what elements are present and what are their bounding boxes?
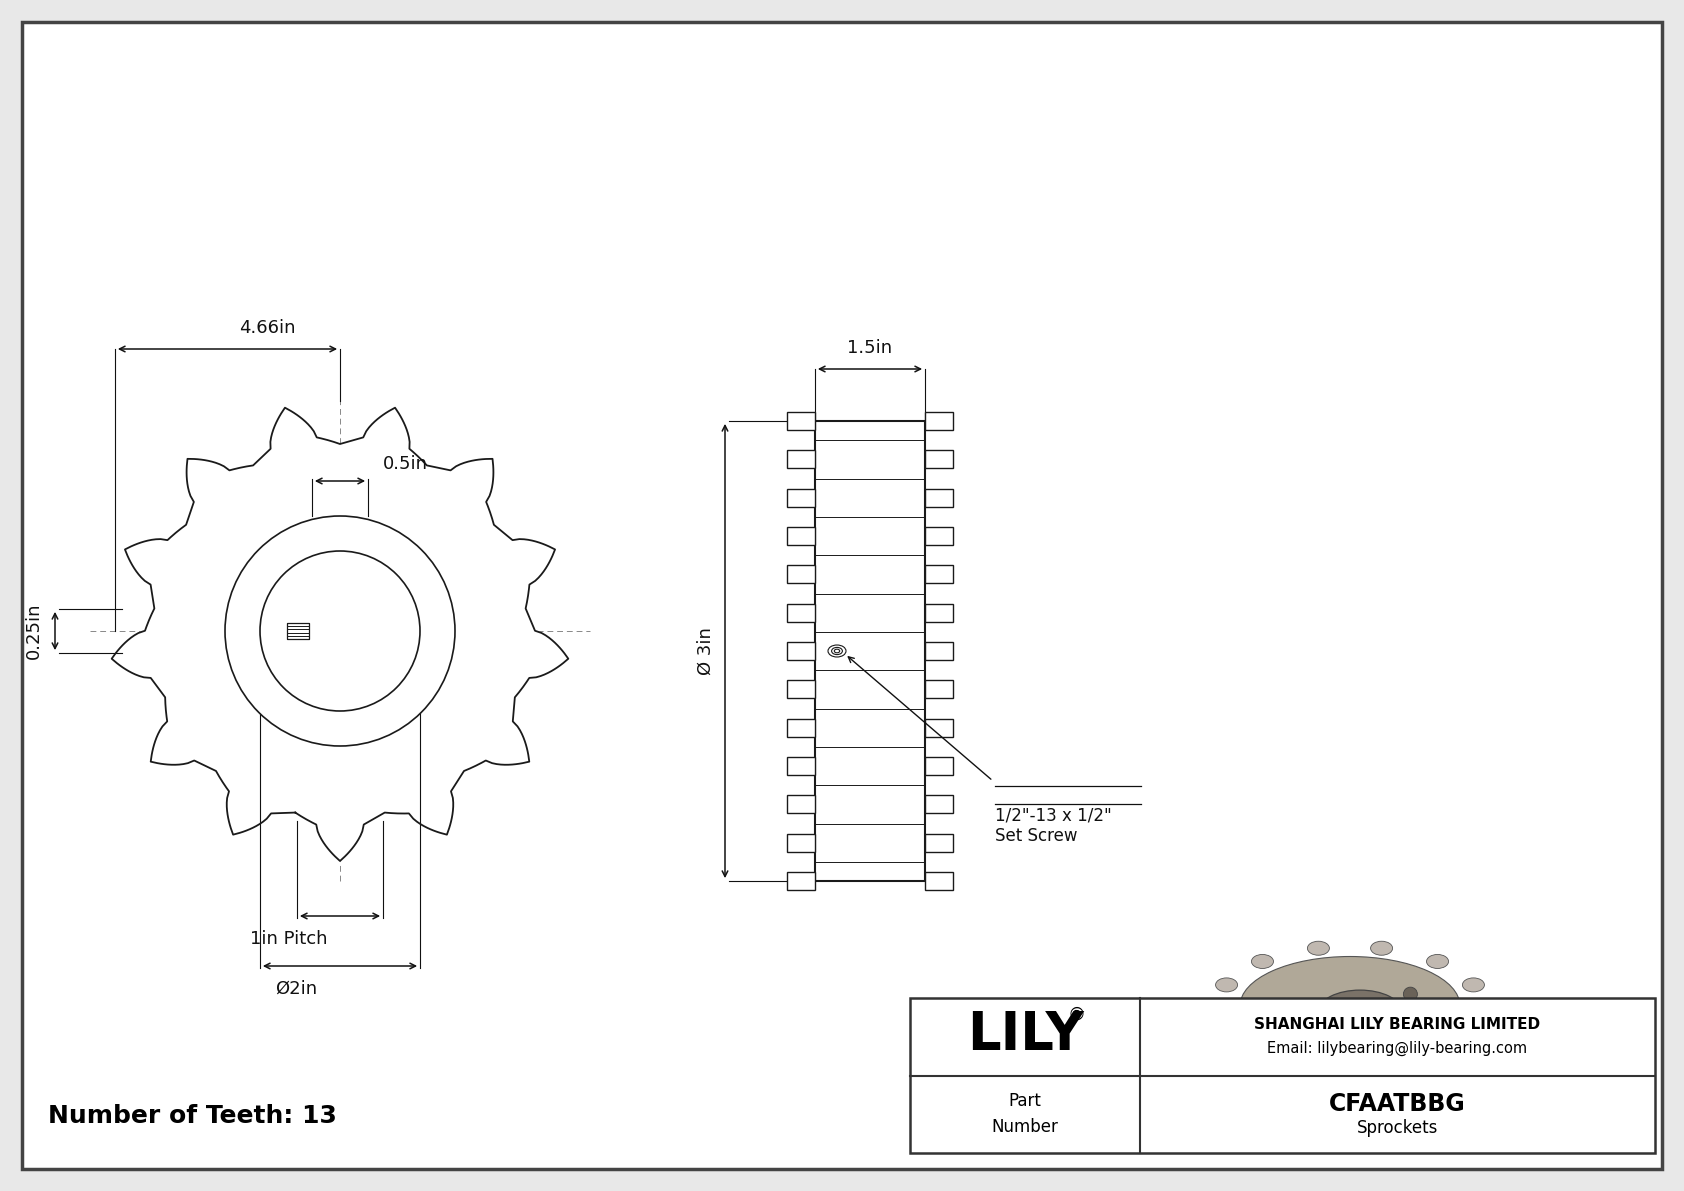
Bar <box>925 796 953 813</box>
Circle shape <box>226 516 455 746</box>
Bar <box>815 420 925 881</box>
Ellipse shape <box>1239 990 1460 1089</box>
Text: 0.5in: 0.5in <box>382 455 428 473</box>
Bar <box>925 642 953 660</box>
Ellipse shape <box>1239 996 1460 1095</box>
Bar <box>786 642 815 660</box>
Text: 0.25in: 0.25in <box>25 603 44 660</box>
Ellipse shape <box>1216 978 1238 992</box>
Bar <box>786 604 815 622</box>
Ellipse shape <box>1278 1052 1300 1066</box>
Text: Part
Number: Part Number <box>992 1092 1059 1136</box>
Text: CFAATBBG: CFAATBBG <box>1329 1092 1465 1116</box>
Bar <box>925 488 953 506</box>
Bar <box>925 526 953 545</box>
Ellipse shape <box>1239 993 1460 1092</box>
Text: Sprockets: Sprockets <box>1357 1120 1438 1137</box>
Bar <box>786 718 815 737</box>
Bar <box>925 718 953 737</box>
Ellipse shape <box>1239 991 1460 1091</box>
Ellipse shape <box>1239 984 1460 1083</box>
Ellipse shape <box>1470 1006 1492 1021</box>
Polygon shape <box>1239 1006 1460 1050</box>
Text: 1in Pitch: 1in Pitch <box>251 930 328 948</box>
Ellipse shape <box>1239 956 1460 1055</box>
Ellipse shape <box>1426 954 1448 968</box>
Ellipse shape <box>1401 1052 1423 1066</box>
Bar <box>786 566 815 584</box>
Ellipse shape <box>1239 999 1460 1098</box>
Ellipse shape <box>1239 1002 1460 1100</box>
Bar <box>786 680 815 698</box>
Ellipse shape <box>1239 966 1460 1065</box>
Bar <box>786 412 815 430</box>
Ellipse shape <box>1239 1002 1460 1100</box>
Ellipse shape <box>1239 979 1460 1079</box>
Ellipse shape <box>1448 1033 1470 1047</box>
Bar <box>925 450 953 468</box>
Bar <box>909 998 1655 1153</box>
Circle shape <box>259 551 419 711</box>
Ellipse shape <box>1239 958 1460 1056</box>
Ellipse shape <box>1239 960 1460 1059</box>
Ellipse shape <box>1239 961 1460 1060</box>
Ellipse shape <box>1239 981 1460 1080</box>
Ellipse shape <box>1251 954 1273 968</box>
Ellipse shape <box>1239 975 1460 1074</box>
Ellipse shape <box>1462 978 1484 992</box>
Ellipse shape <box>1207 1006 1229 1021</box>
Ellipse shape <box>1239 964 1460 1062</box>
Text: 4.66in: 4.66in <box>239 319 296 337</box>
Text: Number of Teeth: 13: Number of Teeth: 13 <box>49 1104 337 1128</box>
Ellipse shape <box>1239 969 1460 1068</box>
Bar <box>786 488 815 506</box>
Ellipse shape <box>1239 978 1460 1077</box>
Ellipse shape <box>1371 941 1393 955</box>
Bar <box>786 834 815 852</box>
Bar <box>786 872 815 890</box>
Ellipse shape <box>1307 941 1329 955</box>
Ellipse shape <box>1239 973 1460 1073</box>
Text: LILY: LILY <box>967 1009 1083 1061</box>
Bar <box>925 604 953 622</box>
Ellipse shape <box>1239 998 1460 1097</box>
Bar <box>925 757 953 775</box>
Text: Ø2in: Ø2in <box>274 980 317 998</box>
Bar <box>786 526 815 545</box>
Bar <box>925 834 953 852</box>
Ellipse shape <box>1319 990 1401 1031</box>
Circle shape <box>1403 987 1418 1002</box>
Polygon shape <box>111 407 568 861</box>
Ellipse shape <box>1231 1033 1253 1047</box>
Bar <box>286 623 308 640</box>
Ellipse shape <box>1339 1000 1381 1022</box>
Circle shape <box>1298 1017 1312 1031</box>
Ellipse shape <box>1239 987 1460 1086</box>
Bar <box>925 412 953 430</box>
Bar <box>925 680 953 698</box>
Bar <box>786 757 815 775</box>
Ellipse shape <box>1339 1059 1361 1073</box>
Ellipse shape <box>1239 967 1460 1066</box>
Bar <box>925 566 953 584</box>
Bar <box>786 450 815 468</box>
Text: ®: ® <box>1068 1005 1086 1024</box>
Ellipse shape <box>1239 985 1460 1085</box>
Text: 1.5in: 1.5in <box>847 339 893 357</box>
Text: SHANGHAI LILY BEARING LIMITED: SHANGHAI LILY BEARING LIMITED <box>1255 1017 1541 1033</box>
Text: Ø 3in: Ø 3in <box>697 628 716 675</box>
Text: 1/2"-13 x 1/2"
Set Screw: 1/2"-13 x 1/2" Set Screw <box>995 806 1111 844</box>
Ellipse shape <box>1239 972 1460 1071</box>
Bar <box>786 796 815 813</box>
Text: Email: lilybearing@lily-bearing.com: Email: lilybearing@lily-bearing.com <box>1268 1041 1527 1056</box>
Bar <box>925 872 953 890</box>
